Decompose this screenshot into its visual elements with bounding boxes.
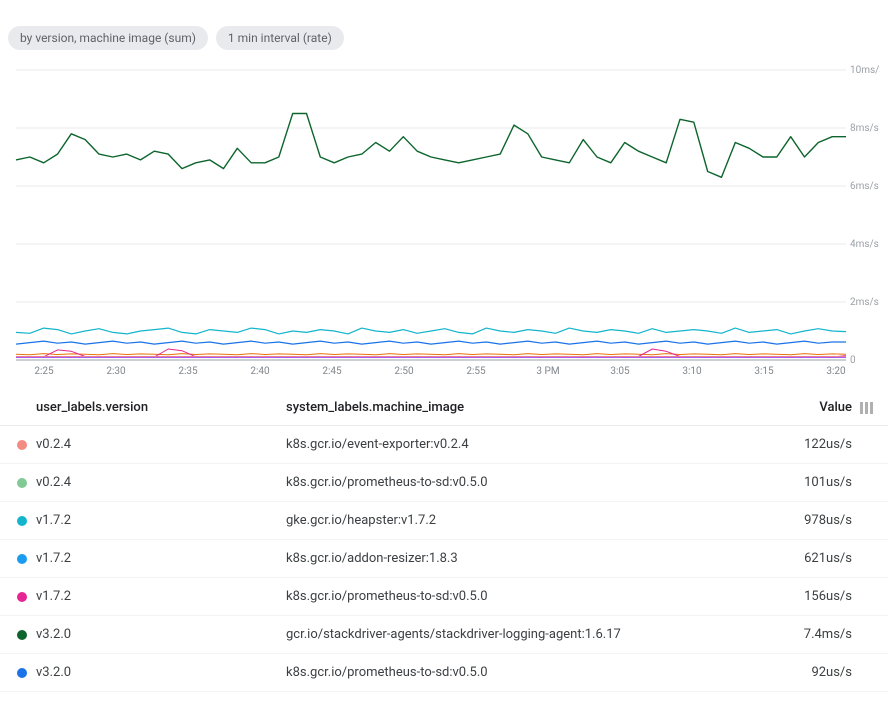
- series-color-dot: [17, 440, 27, 450]
- x-tick-label: 3:15: [754, 366, 774, 377]
- cell-version: v1.7.2: [36, 589, 286, 604]
- y-tick-label: 2ms/s: [850, 297, 879, 308]
- cell-value: 92us/s: [772, 665, 852, 680]
- cell-version: v0.2.4: [36, 475, 286, 490]
- cell-machine-image: k8s.gcr.io/prometheus-to-sd:v0.5.0: [286, 475, 772, 490]
- cell-value: 101us/s: [772, 475, 852, 490]
- table-header-row: user_labels.version system_labels.machin…: [0, 390, 888, 426]
- cell-value: 621us/s: [772, 551, 852, 566]
- cell-value: 156us/s: [772, 589, 852, 604]
- series-color-dot: [17, 630, 27, 640]
- table-row[interactable]: v1.7.2k8s.gcr.io/prometheus-to-sd:v0.5.0…: [0, 578, 888, 616]
- table-row[interactable]: v0.2.4k8s.gcr.io/prometheus-to-sd:v0.5.0…: [0, 464, 888, 502]
- series-line: [16, 354, 846, 355]
- x-tick-label: 3:20: [826, 366, 846, 377]
- cell-version: v3.2.0: [36, 665, 286, 680]
- cell-version: v1.7.2: [36, 551, 286, 566]
- y-tick-label: 6ms/s: [850, 181, 879, 192]
- table-row[interactable]: v3.2.0k8s.gcr.io/prometheus-to-sd:v0.5.0…: [0, 654, 888, 692]
- x-tick-label: 2:35: [178, 366, 198, 377]
- legend-table: user_labels.version system_labels.machin…: [0, 390, 888, 692]
- cell-version: v0.2.4: [36, 437, 286, 452]
- series-color-dot: [17, 592, 27, 602]
- y-tick-label: 4ms/s: [850, 239, 879, 250]
- cell-value: 122us/s: [772, 437, 852, 452]
- cell-version: v1.7.2: [36, 513, 286, 528]
- series-color-dot: [17, 516, 27, 526]
- table-row[interactable]: v0.2.4k8s.gcr.io/event-exporter:v0.2.412…: [0, 426, 888, 464]
- cell-machine-image: k8s.gcr.io/addon-resizer:1.8.3: [286, 551, 772, 566]
- cell-value: 7.4ms/s: [772, 627, 852, 642]
- header-value[interactable]: Value: [772, 400, 852, 415]
- x-tick-label: 2:45: [322, 366, 342, 377]
- chip-group-by[interactable]: by version, machine image (sum): [8, 26, 208, 50]
- x-tick-label: 2:40: [250, 366, 270, 377]
- cell-machine-image: k8s.gcr.io/event-exporter:v0.2.4: [286, 437, 772, 452]
- table-row[interactable]: v3.2.0gcr.io/stackdriver-agents/stackdri…: [0, 616, 888, 654]
- table-row[interactable]: v1.7.2k8s.gcr.io/addon-resizer:1.8.3621u…: [0, 540, 888, 578]
- x-tick-label: 2:50: [394, 366, 414, 377]
- cell-machine-image: gcr.io/stackdriver-agents/stackdriver-lo…: [286, 627, 772, 642]
- x-tick-label: 2:25: [34, 366, 54, 377]
- series-line: [16, 349, 846, 357]
- header-system-labels-machine-image[interactable]: system_labels.machine_image: [286, 400, 772, 415]
- cell-version: v3.2.0: [36, 627, 286, 642]
- chart-container: 10ms/s 8ms/s 6ms/s 4ms/s 2ms/s 0 2:25 2:30 2:35 2…: [0, 60, 888, 390]
- x-tick-label: 2:55: [466, 366, 486, 377]
- series-color-dot: [17, 478, 27, 488]
- series-color-dot: [17, 554, 27, 564]
- line-chart: 10ms/s 8ms/s 6ms/s 4ms/s 2ms/s 0 2:25 2:30 2:35 2…: [8, 60, 880, 390]
- series-line: [16, 114, 846, 178]
- cell-machine-image: k8s.gcr.io/prometheus-to-sd:v0.5.0: [286, 589, 772, 604]
- chip-interval[interactable]: 1 min interval (rate): [216, 26, 344, 50]
- series-color-dot: [17, 668, 27, 678]
- filter-chips-row: by version, machine image (sum) 1 min in…: [0, 0, 888, 60]
- columns-icon: [860, 402, 873, 414]
- y-tick-label: 0: [850, 355, 856, 366]
- column-picker-button[interactable]: [852, 402, 880, 414]
- y-tick-label: 8ms/s: [850, 123, 879, 134]
- cell-machine-image: gke.gcr.io/heapster:v1.7.2: [286, 513, 772, 528]
- series-line: [16, 341, 846, 344]
- header-user-labels-version[interactable]: user_labels.version: [36, 400, 286, 415]
- y-tick-label: 10ms/s: [850, 65, 880, 76]
- table-row[interactable]: v1.7.2gke.gcr.io/heapster:v1.7.2978us/s: [0, 502, 888, 540]
- cell-value: 978us/s: [772, 513, 852, 528]
- cell-machine-image: k8s.gcr.io/prometheus-to-sd:v0.5.0: [286, 665, 772, 680]
- x-tick-label: 3 PM: [536, 366, 559, 377]
- series-line: [16, 328, 846, 334]
- x-tick-label: 3:05: [610, 366, 630, 377]
- x-tick-label: 2:30: [106, 366, 126, 377]
- x-tick-label: 3:10: [682, 366, 702, 377]
